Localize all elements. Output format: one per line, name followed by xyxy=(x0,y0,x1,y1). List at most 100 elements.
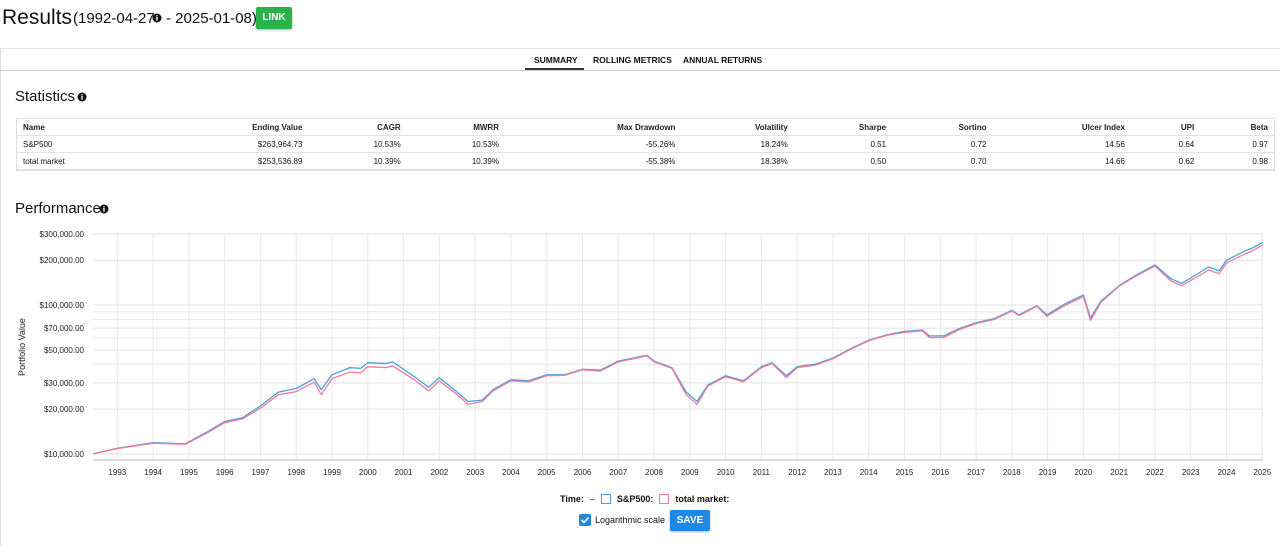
table-cell: 10.53% xyxy=(406,135,505,153)
range-start: (1992-04-27 xyxy=(73,10,155,27)
series-line xyxy=(92,244,1264,455)
table-cell: 18.24% xyxy=(681,135,794,153)
x-tick-label: 1994 xyxy=(144,468,162,477)
table-row: S&P500 $263,964.73 10.53% 10.53% -55.26% 18.2… xyxy=(17,135,1274,153)
table-cell: 18.38% xyxy=(681,152,794,170)
table-cell: -55.38% xyxy=(505,152,682,170)
x-tick-label: 1997 xyxy=(252,468,270,477)
legend-label[interactable]: S&P500: xyxy=(616,494,654,504)
table-cell: -55.26% xyxy=(505,135,682,153)
table-cell: 0.70 xyxy=(892,152,993,170)
log-checkbox-label[interactable]: Logarithmic scale xyxy=(595,515,666,525)
table-cell: 0.72 xyxy=(892,135,993,153)
y-axis-label: Portfolio Value xyxy=(17,318,27,376)
x-tick-label: 1993 xyxy=(108,468,126,477)
table-cell: 0.97 xyxy=(1200,135,1274,153)
table-cell: 10.39% xyxy=(308,152,407,170)
column-header: Name xyxy=(17,119,153,136)
x-tick-label: 2016 xyxy=(931,468,949,477)
column-header: Beta xyxy=(1200,119,1274,136)
x-tick-label: 2010 xyxy=(717,468,735,477)
column-header: Sortino xyxy=(892,119,993,136)
stats-table-wrap: Name Ending Value CAGR MWRR Max Drawdown Vola… xyxy=(16,118,1275,171)
table-cell: 14.56 xyxy=(992,135,1131,153)
series-line xyxy=(92,241,1264,455)
legend-swatch[interactable] xyxy=(659,494,670,504)
performance-chart: $10,000.00 $20,000.00 $30,000.00 $50,000.00… xyxy=(17,230,1272,477)
page-title: Results xyxy=(2,6,73,29)
tab[interactable]: ANNUAL RETURNS xyxy=(683,55,763,65)
x-tick-label: 2004 xyxy=(502,468,520,477)
x-tick-label: 2019 xyxy=(1039,468,1057,477)
column-header: Ulcer Index xyxy=(992,119,1131,136)
legend-swatch[interactable] xyxy=(600,494,611,504)
x-tick-label: 2007 xyxy=(609,468,627,477)
x-tick-label: 2000 xyxy=(359,468,377,477)
info-icon[interactable] xyxy=(152,13,162,23)
x-tick-label: 2012 xyxy=(788,468,806,477)
legend-time-value: – xyxy=(589,494,595,504)
column-header: Max Drawdown xyxy=(505,119,682,136)
x-tick-label: 2005 xyxy=(538,468,556,477)
x-tick-label: 2017 xyxy=(967,468,985,477)
x-tick-label: 2006 xyxy=(574,468,592,477)
table-cell: 0.98 xyxy=(1200,152,1274,170)
legend-swatch-box xyxy=(659,494,670,504)
x-tick-label: 2020 xyxy=(1074,468,1092,477)
x-tick-label: 2009 xyxy=(681,468,699,477)
results-panel xyxy=(0,48,1280,546)
y-tick-label: $50,000.00 xyxy=(44,346,85,355)
info-icon[interactable] xyxy=(77,92,87,102)
tab-divider xyxy=(0,70,1280,71)
save-button[interactable]: SAVE xyxy=(670,510,710,531)
x-tick-label: 2002 xyxy=(430,468,448,477)
y-tick-label: $10,000.00 xyxy=(44,450,85,459)
table-cell: 0.64 xyxy=(1130,135,1201,153)
table-cell: $253,536.89 xyxy=(152,152,309,170)
stats-table: Name Ending Value CAGR MWRR Max Drawdown Vola… xyxy=(17,119,1274,170)
column-header: UPI xyxy=(1130,119,1201,136)
x-tick-label: 2001 xyxy=(395,468,413,477)
log-checkbox[interactable] xyxy=(579,514,591,526)
info-icon[interactable] xyxy=(99,204,109,214)
y-tick-label: $300,000.00 xyxy=(40,230,85,239)
active-tab-indicator xyxy=(525,68,584,70)
legend: Time: – S&P500: total market: xyxy=(560,494,729,504)
table-cell: 0.50 xyxy=(793,152,893,170)
x-tick-label: 2014 xyxy=(860,468,878,477)
column-header: MWRR xyxy=(406,119,505,136)
x-tick-label: 1998 xyxy=(287,468,305,477)
x-tick-label: 2022 xyxy=(1146,468,1164,477)
legend-swatch-box xyxy=(600,494,611,504)
y-tick-label: $200,000.00 xyxy=(40,256,85,265)
x-tick-label: 2021 xyxy=(1110,468,1128,477)
column-header: Ending Value xyxy=(152,119,309,136)
table-cell: 10.39% xyxy=(406,152,505,170)
x-tick-label: 1999 xyxy=(323,468,341,477)
table-cell: 10.53% xyxy=(308,135,407,153)
tab[interactable]: SUMMARY xyxy=(534,55,578,65)
x-tick-label: 2018 xyxy=(1003,468,1021,477)
tab[interactable]: ROLLING METRICS xyxy=(593,55,672,65)
x-tick-label: 1995 xyxy=(180,468,198,477)
x-tick-label: 2011 xyxy=(753,468,771,477)
link-button[interactable]: LINK xyxy=(256,7,292,29)
table-cell: S&P500 xyxy=(17,135,153,153)
x-tick-label: 2008 xyxy=(645,468,663,477)
y-tick-label: $100,000.00 xyxy=(40,301,85,310)
x-tick-label: 2013 xyxy=(824,468,842,477)
y-tick-label: $70,000.00 xyxy=(44,324,85,333)
header-row: Name Ending Value CAGR MWRR Max Drawdown Vola… xyxy=(17,119,1274,136)
x-tick-label: 2025 xyxy=(1253,468,1271,477)
column-header: CAGR xyxy=(308,119,407,136)
table-cell: 0.51 xyxy=(793,135,893,153)
legend-label[interactable]: total market: xyxy=(675,494,730,504)
column-header: Sharpe xyxy=(793,119,893,136)
table-row: total market $253,536.89 10.39% 10.39% -55.3… xyxy=(17,152,1274,170)
section-title: Statistics xyxy=(15,88,76,105)
section-title: Performance xyxy=(15,200,101,217)
range-end: - 2025-01-08) xyxy=(166,10,257,27)
y-tick-label: $30,000.00 xyxy=(44,379,85,388)
table-cell: total market xyxy=(17,152,153,170)
